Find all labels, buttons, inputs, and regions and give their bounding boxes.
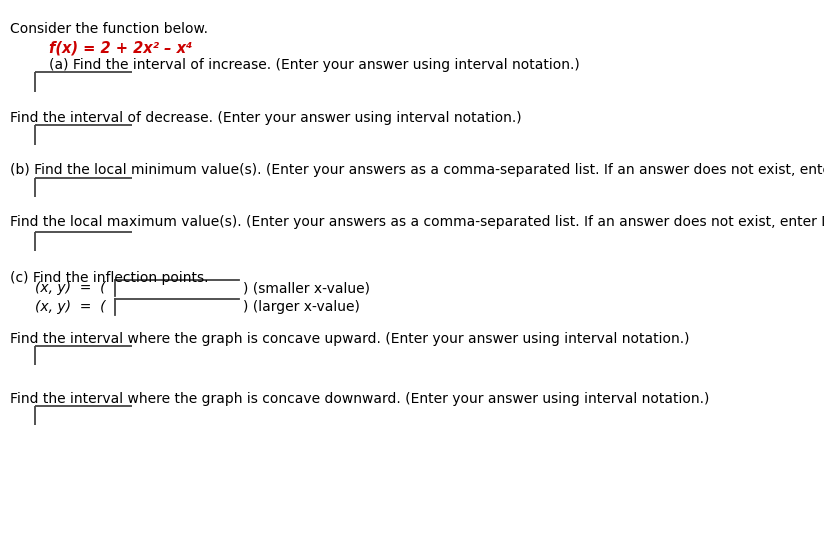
Text: f(x) = 2 + 2x² – x⁴: f(x) = 2 + 2x² – x⁴	[49, 40, 193, 55]
Text: Consider the function below.: Consider the function below.	[10, 22, 208, 36]
Text: (x, y)  =  (: (x, y) = (	[35, 300, 106, 314]
Text: ) (larger x-value): ) (larger x-value)	[243, 300, 360, 314]
Text: (x, y)  =  (: (x, y) = (	[35, 281, 106, 295]
Text: (c) Find the inflection points.: (c) Find the inflection points.	[10, 271, 208, 285]
Text: Find the interval of decrease. (Enter your answer using interval notation.): Find the interval of decrease. (Enter yo…	[10, 111, 522, 125]
Text: Find the interval where the graph is concave downward. (Enter your answer using : Find the interval where the graph is con…	[10, 392, 709, 406]
Text: Find the interval where the graph is concave upward. (Enter your answer using in: Find the interval where the graph is con…	[10, 332, 690, 346]
Text: Find the local maximum value(s). (Enter your answers as a comma-separated list. : Find the local maximum value(s). (Enter …	[10, 215, 824, 229]
Text: (b) Find the local minimum value(s). (Enter your answers as a comma-separated li: (b) Find the local minimum value(s). (En…	[10, 163, 824, 177]
Text: (a) Find the interval of increase. (Enter your answer using interval notation.): (a) Find the interval of increase. (Ente…	[49, 58, 580, 72]
Text: ) (smaller x-value): ) (smaller x-value)	[243, 281, 370, 295]
